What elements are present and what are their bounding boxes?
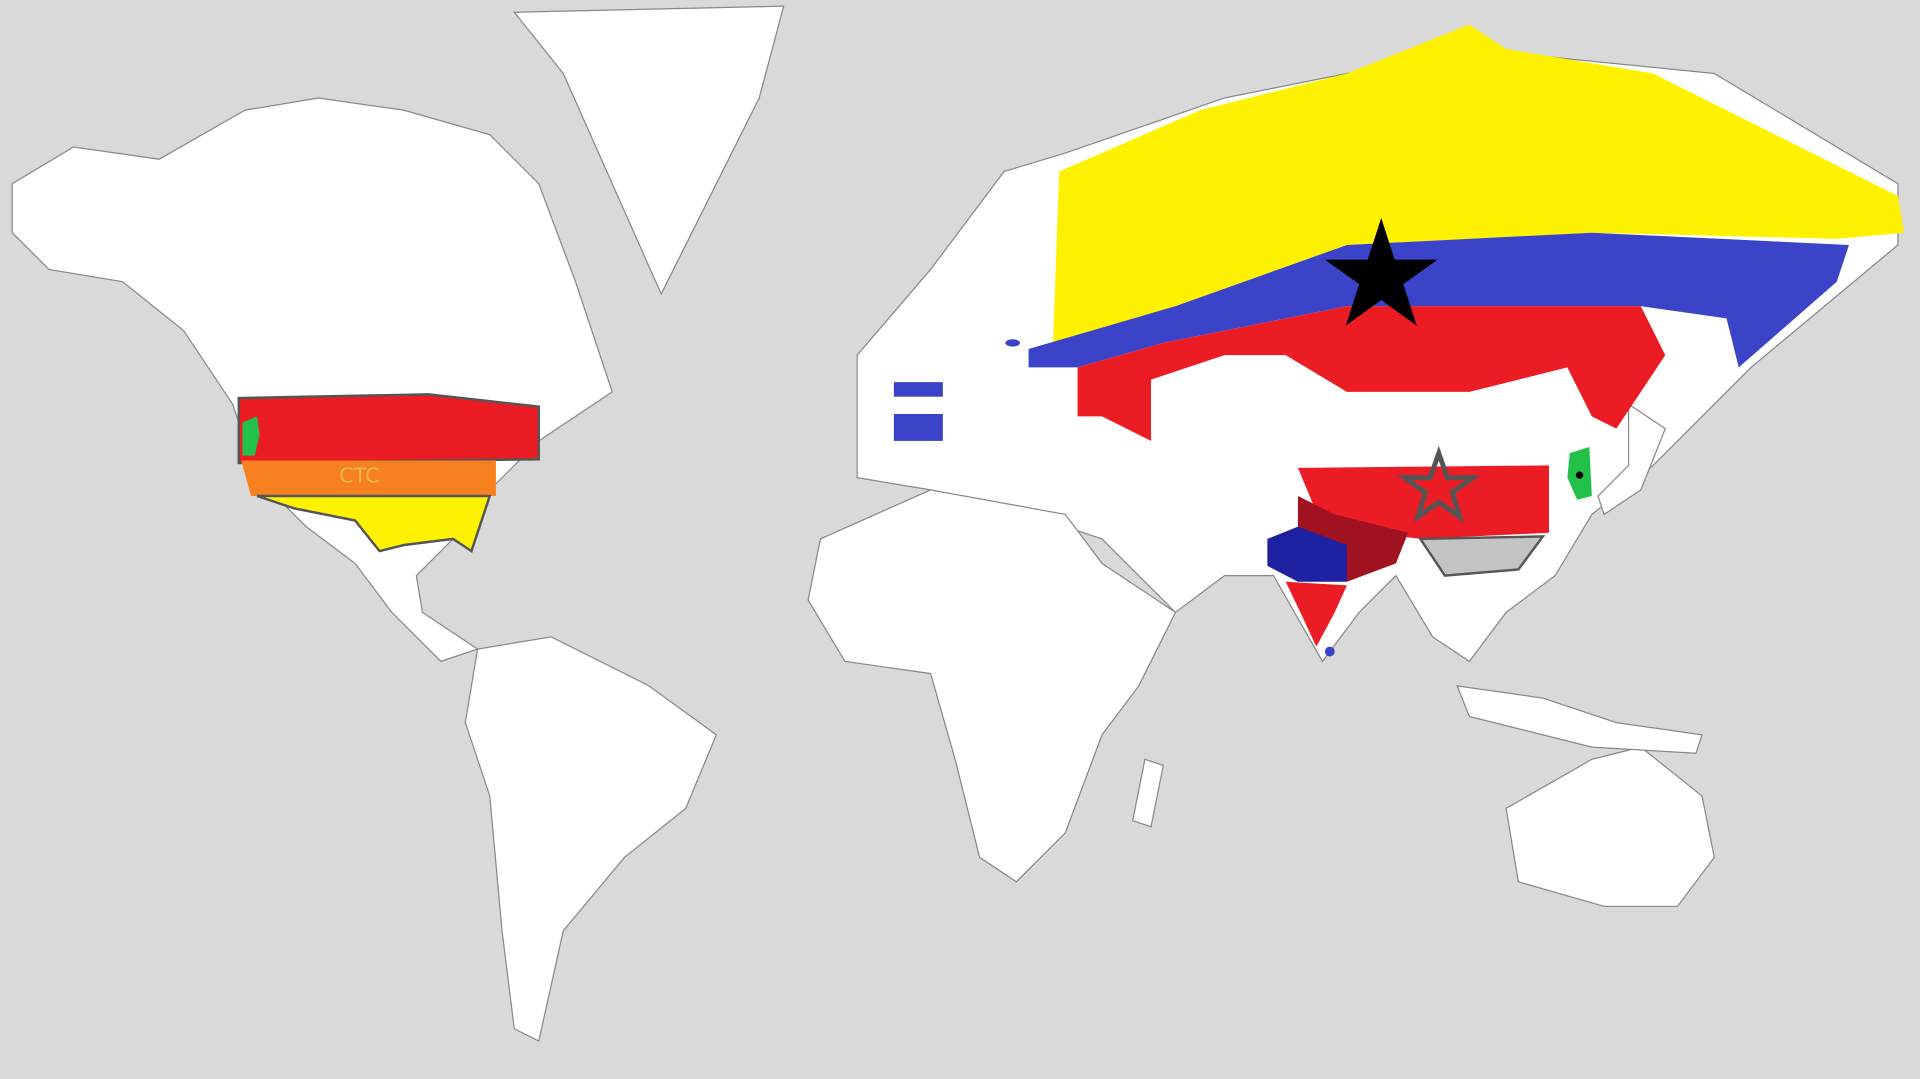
indonesia: [1456, 685, 1703, 754]
ctc-label: CTC: [339, 464, 380, 488]
russia-red-region: [1077, 306, 1666, 441]
usa-orange-region: [241, 460, 496, 497]
france-flag-region: [893, 382, 943, 441]
black-star-icon: [1324, 218, 1438, 326]
korea-dot: [1575, 471, 1584, 479]
china-gray-region: [1418, 535, 1546, 577]
usa-green-region: [242, 416, 260, 456]
south-america: [464, 636, 718, 1042]
usa-yellow-region: [256, 494, 492, 554]
usa-red-region: [237, 393, 540, 465]
india-blue-region: [1267, 526, 1347, 582]
kaliningrad-region: [1005, 339, 1020, 347]
sri-lanka-region: [1324, 646, 1335, 657]
gray-star-icon: [1396, 445, 1481, 523]
japan: [1597, 403, 1667, 516]
greenland: [513, 5, 785, 296]
madagascar: [1131, 758, 1164, 828]
russia-blue-region: [1028, 232, 1849, 368]
india-red-region: [1285, 581, 1347, 647]
russia-yellow-region: [1053, 24, 1905, 343]
australia: [1505, 746, 1715, 907]
africa: [807, 489, 1177, 883]
